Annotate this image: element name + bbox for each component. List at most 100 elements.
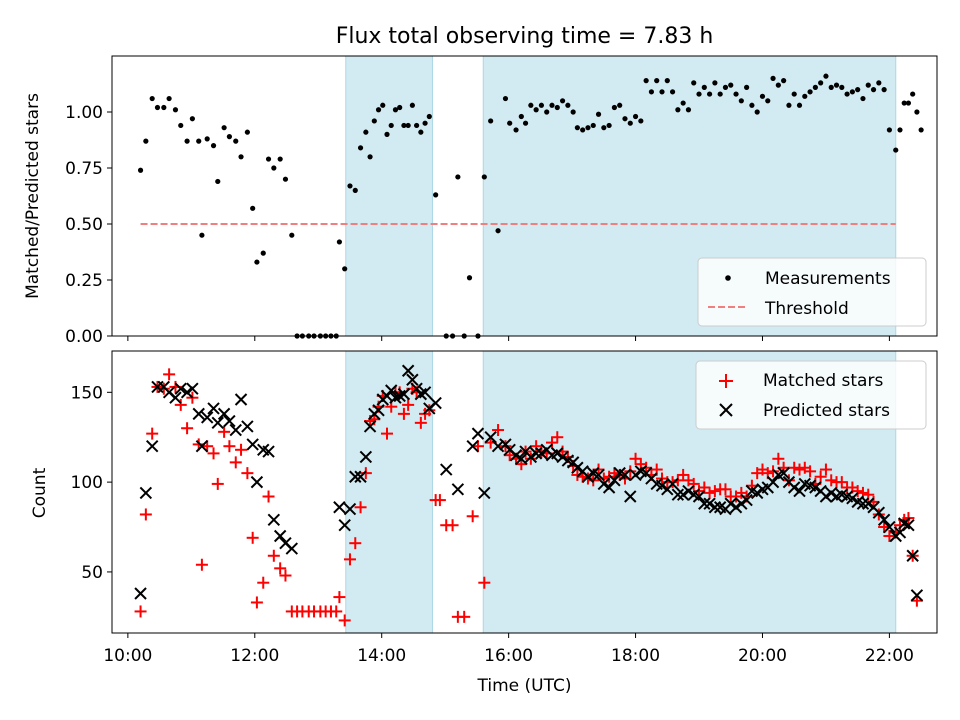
matched-point [793,463,806,476]
matched-point [883,530,896,543]
measurement-point [342,266,348,272]
measurement-point [712,80,718,86]
measurement-point [717,91,723,97]
predicted-point [671,488,685,501]
matched-point [235,443,248,456]
measurement-point [701,84,707,90]
observing-intervals [345,55,897,337]
matched-point [349,537,362,550]
predicted-point [750,486,764,500]
predicted-point [708,501,722,514]
matched-point [274,562,287,575]
x-tick-label: 18:00 [611,646,660,666]
measurement-point [528,102,534,108]
count-axes-frame [111,350,938,634]
predicted-point [385,384,398,397]
matched-point [851,485,864,498]
measurement-point [481,174,487,180]
measurement-point [638,118,644,124]
measurement-point [371,118,377,124]
measurement-point [363,129,369,135]
measurement-point [775,82,781,88]
predicted-point [180,386,194,399]
predicted-point [200,411,214,424]
measurement-point [622,116,628,122]
predicted-point [169,391,182,404]
y-tick-label: 0.25 [65,271,103,291]
measurement-point [518,113,524,120]
predicted-point [343,502,357,516]
predicted-point [333,501,346,514]
measurement-point [347,183,353,189]
matched-point [343,553,356,566]
legend-measurements-label: Measurements [765,269,891,289]
measurement-point [533,107,539,113]
legend-matched-label: Matched stars [763,371,883,391]
measurement-point [196,138,202,144]
measurement-point [685,107,692,113]
measurement-point [502,95,509,102]
measurement-point [802,93,808,99]
y-tick-label: 100 [71,473,103,493]
predicted-point [529,447,543,460]
predicted-point [906,549,919,562]
measurement-point [855,87,861,93]
y-tick-label: 0.75 [65,159,103,179]
measurement-point [495,228,501,234]
measurement-point [260,250,266,256]
measurement-point [559,98,566,104]
predicted-point [602,481,616,494]
measurement-point [844,91,850,97]
measurement-point [918,127,924,133]
predicted-point [819,490,833,503]
measurement-point [184,138,190,144]
predicted-point [692,490,706,503]
predicted-point [724,497,737,510]
ratio-legend: Measurements Threshold [697,257,927,327]
predicted-point [207,402,220,415]
measurement-point [765,98,771,104]
measurement-point [893,147,899,153]
predicted-point [551,447,564,460]
measurement-point [914,109,920,115]
measurement-point [791,91,797,97]
predicted-point [285,542,299,555]
predicted-point [766,475,780,489]
measurement-point [199,232,205,238]
predicted-point [788,481,801,494]
x-tick-label: 10:00 [103,646,152,666]
y-tick-label: 50 [81,563,103,583]
ratio-x-ticks [127,336,890,341]
matched-point [433,494,446,507]
measurement-point [466,275,473,281]
ratio-axes-frame [111,55,938,337]
predicted-point [597,477,611,491]
matched-point [402,398,415,411]
matched-point [703,486,716,499]
measurement-point [812,84,818,90]
measurement-point [401,122,407,129]
measurement-point [759,93,766,99]
matched-point [677,468,690,481]
measurement-point [189,116,195,122]
measurement-point [455,174,461,180]
measurement-point [606,122,612,129]
predicted-point [139,486,153,500]
matched-point [163,368,176,381]
measurement-point [823,73,829,79]
matched-point [262,490,275,503]
measurement-point [426,113,432,120]
measurement-point [585,125,591,131]
matched-point [229,456,242,469]
matched-point [767,465,780,478]
predicted-point [451,483,465,496]
predicted-point [666,477,679,491]
measurement-point [807,89,813,95]
measurement-point [749,102,755,108]
measurement-point [409,102,415,108]
predicted-point [174,382,187,395]
matched-point [267,549,280,562]
predicted-point [793,484,806,498]
matched-point [492,424,505,437]
count-y-axis-label: Count [30,467,50,518]
